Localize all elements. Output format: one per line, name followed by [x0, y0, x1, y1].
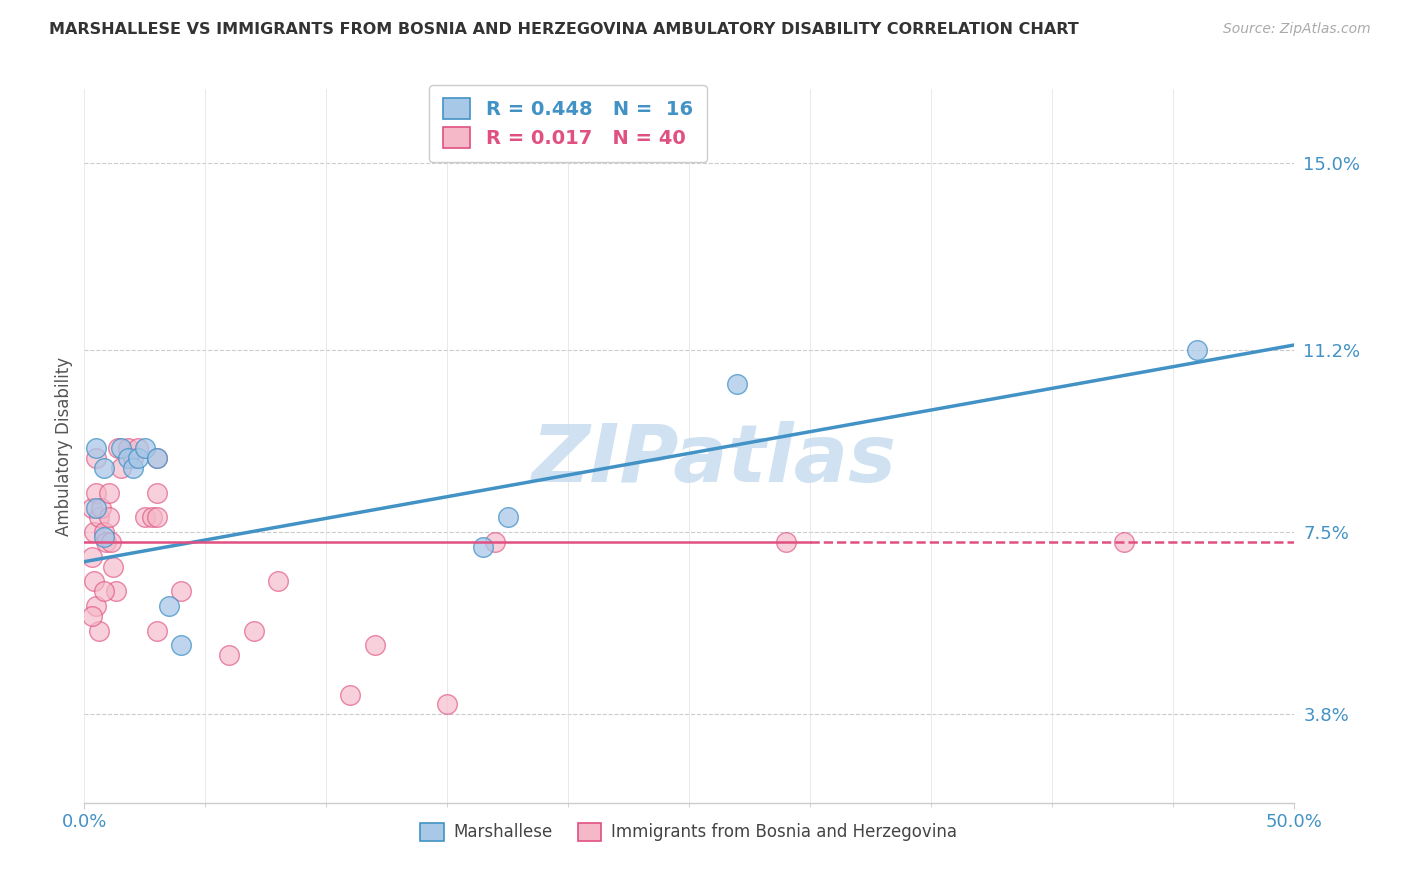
Point [170, 638, 193, 652]
Point [86, 599, 108, 613]
Point [242, 624, 264, 638]
Point [121, 451, 143, 466]
Point [100, 535, 122, 549]
Point [1114, 535, 1136, 549]
Point [86, 485, 108, 500]
Text: MARSHALLESE VS IMMIGRANTS FROM BOSNIA AND HERZEGOVINA AMBULATORY DISABILITY CORR: MARSHALLESE VS IMMIGRANTS FROM BOSNIA AN… [49, 22, 1078, 37]
Point [93, 525, 115, 540]
Point [110, 442, 132, 456]
Point [80, 608, 103, 623]
Point [93, 461, 115, 475]
Point [103, 559, 125, 574]
Point [93, 530, 115, 544]
Point [170, 584, 193, 599]
Point [436, 698, 458, 712]
Point [86, 442, 108, 456]
Point [87, 510, 110, 524]
Point [141, 510, 163, 524]
Point [121, 461, 143, 475]
Point [363, 638, 385, 652]
Point [484, 535, 506, 549]
Point [104, 584, 127, 599]
Text: ZIPatlas: ZIPatlas [530, 421, 896, 500]
Point [97, 510, 120, 524]
Point [110, 461, 132, 475]
Point [87, 624, 110, 638]
Point [83, 574, 105, 589]
Point [117, 442, 139, 456]
Point [134, 510, 156, 524]
Point [83, 525, 105, 540]
Point [157, 599, 180, 613]
Point [127, 451, 149, 466]
Y-axis label: Ambulatory Disability: Ambulatory Disability [55, 357, 73, 535]
Legend: Marshallese, Immigrants from Bosnia and Herzegovina: Marshallese, Immigrants from Bosnia and … [413, 816, 965, 848]
Point [117, 451, 139, 466]
Point [90, 500, 112, 515]
Point [86, 451, 108, 466]
Point [93, 584, 115, 599]
Point [80, 500, 103, 515]
Point [775, 535, 797, 549]
Point [1185, 343, 1208, 357]
Point [86, 500, 108, 515]
Point [107, 442, 129, 456]
Point [496, 510, 519, 524]
Point [472, 540, 495, 554]
Point [218, 648, 240, 662]
Point [267, 574, 290, 589]
Point [146, 624, 169, 638]
Point [725, 377, 748, 392]
Point [146, 485, 169, 500]
Point [339, 688, 361, 702]
Point [146, 510, 169, 524]
Point [146, 451, 169, 466]
Text: Source: ZipAtlas.com: Source: ZipAtlas.com [1223, 22, 1371, 37]
Point [80, 549, 103, 564]
Point [134, 442, 156, 456]
Point [146, 451, 169, 466]
Point [94, 535, 117, 549]
Point [127, 442, 149, 456]
Point [97, 485, 120, 500]
